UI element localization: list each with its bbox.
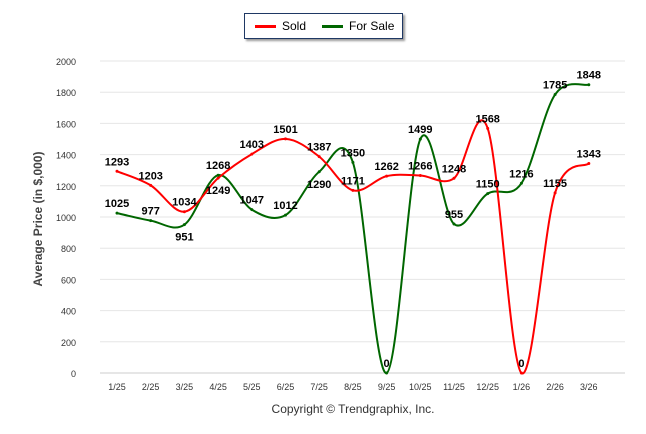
data-point-for-sale	[452, 222, 456, 226]
data-label-sold: 1248	[442, 163, 466, 175]
data-label-sold: 1155	[543, 178, 567, 190]
legend-label-sold: Sold	[282, 19, 307, 33]
legend-swatch-for-sale	[322, 24, 344, 28]
data-label-for-sale: 977	[142, 206, 160, 218]
x-tick-label: 8/25	[344, 382, 362, 392]
data-point-sold	[385, 174, 389, 178]
y-tick-label: 1000	[56, 213, 76, 223]
data-label-sold: 1266	[408, 161, 432, 173]
data-label-for-sale: 955	[445, 209, 463, 221]
data-label-sold: 1203	[138, 170, 162, 182]
data-label-for-sale: 1848	[577, 70, 601, 82]
data-point-for-sale	[216, 173, 220, 177]
data-point-sold	[486, 126, 490, 130]
x-tick-label: 6/25	[277, 382, 295, 392]
x-tick-label: 5/25	[243, 382, 261, 392]
data-label-for-sale: 1499	[408, 124, 432, 136]
data-label-for-sale: 1012	[273, 200, 297, 212]
data-point-sold	[216, 176, 220, 180]
x-tick-label: 3/25	[176, 382, 194, 392]
x-tick-label: 12/25	[476, 382, 499, 392]
x-tick-label: 7/25	[310, 382, 328, 392]
x-tick-label: 1/26	[513, 382, 531, 392]
data-point-for-sale	[385, 371, 389, 375]
data-label-for-sale: 1785	[543, 80, 567, 92]
x-tick-label: 2/26	[546, 382, 564, 392]
legend-item-for-sale[interactable]: For Sale	[322, 19, 394, 33]
data-label-for-sale: 1216	[509, 168, 533, 180]
x-tick-label: 9/25	[378, 382, 396, 392]
data-point-for-sale	[587, 83, 591, 87]
y-tick-label: 1600	[56, 119, 76, 129]
data-label-sold: 1501	[273, 124, 297, 136]
data-label-for-sale: 951	[175, 232, 193, 244]
x-tick-label: 4/25	[209, 382, 227, 392]
data-label-for-sale: 1268	[206, 160, 230, 172]
y-tick-label: 2000	[56, 57, 76, 67]
y-axis-title: Average Price (in $,000)	[31, 151, 45, 287]
data-point-sold	[553, 191, 557, 195]
data-label-sold: 1262	[374, 161, 398, 173]
legend-item-sold[interactable]: Sold	[255, 19, 306, 33]
legend: Sold For Sale	[244, 13, 403, 39]
data-point-for-sale	[553, 93, 557, 97]
data-point-for-sale	[351, 160, 355, 164]
y-tick-label: 400	[61, 307, 76, 317]
data-point-sold	[418, 174, 422, 178]
x-tick-label: 3/26	[580, 382, 598, 392]
data-label-sold: 1293	[105, 156, 129, 168]
data-label-for-sale: 1350	[341, 147, 365, 159]
data-point-for-sale	[115, 211, 119, 215]
data-label-for-sale: 1290	[307, 179, 331, 191]
data-point-sold	[519, 371, 523, 375]
x-tick-label: 1/25	[108, 382, 126, 392]
data-point-for-sale	[250, 208, 254, 212]
y-tick-label: 800	[61, 244, 76, 254]
copyright: Copyright © Trendgraphix, Inc.	[271, 402, 435, 416]
data-label-for-sale: 1047	[240, 195, 264, 207]
data-point-for-sale	[284, 213, 287, 217]
data-label-sold: 1249	[206, 185, 230, 197]
data-label-sold: 1034	[172, 197, 197, 209]
y-tick-label: 200	[61, 338, 76, 348]
x-tick-label: 2/25	[142, 382, 160, 392]
data-label-sold: 1171	[341, 175, 365, 187]
data-point-for-sale	[486, 192, 490, 196]
data-label-sold: 1403	[240, 139, 264, 151]
data-label-sold: 1343	[577, 148, 601, 160]
legend-swatch-sold	[255, 24, 276, 28]
data-point-sold	[182, 210, 186, 214]
y-tick-label: 0	[71, 369, 76, 379]
data-point-for-sale	[418, 137, 422, 141]
data-point-sold	[587, 161, 591, 165]
data-point-sold	[115, 169, 119, 173]
data-point-for-sale	[182, 223, 186, 227]
y-tick-label: 1400	[56, 151, 76, 161]
legend-label-for-sale: For Sale	[349, 19, 395, 33]
y-tick-label: 600	[61, 275, 76, 285]
data-label-for-sale: 1025	[105, 198, 129, 210]
data-point-sold	[284, 137, 287, 141]
data-label-sold: 1387	[307, 142, 331, 154]
data-label-sold: 0	[518, 358, 524, 370]
series-line-for-sale	[116, 83, 590, 375]
y-tick-label: 1800	[56, 88, 76, 98]
data-point-sold	[250, 152, 254, 156]
data-label-sold: 1568	[475, 113, 499, 125]
data-point-for-sale	[149, 219, 153, 223]
data-point-sold	[351, 188, 355, 192]
x-tick-label: 11/25	[443, 382, 465, 392]
data-point-for-sale	[519, 181, 523, 185]
data-point-sold	[452, 176, 456, 180]
x-tick-label: 10/25	[409, 382, 432, 392]
y-tick-label: 1200	[56, 182, 76, 192]
data-point-sold	[149, 183, 153, 187]
data-label-for-sale: 1150	[476, 179, 500, 191]
data-point-sold	[317, 155, 321, 159]
data-label-for-sale: 0	[384, 358, 390, 370]
data-point-for-sale	[317, 170, 321, 174]
